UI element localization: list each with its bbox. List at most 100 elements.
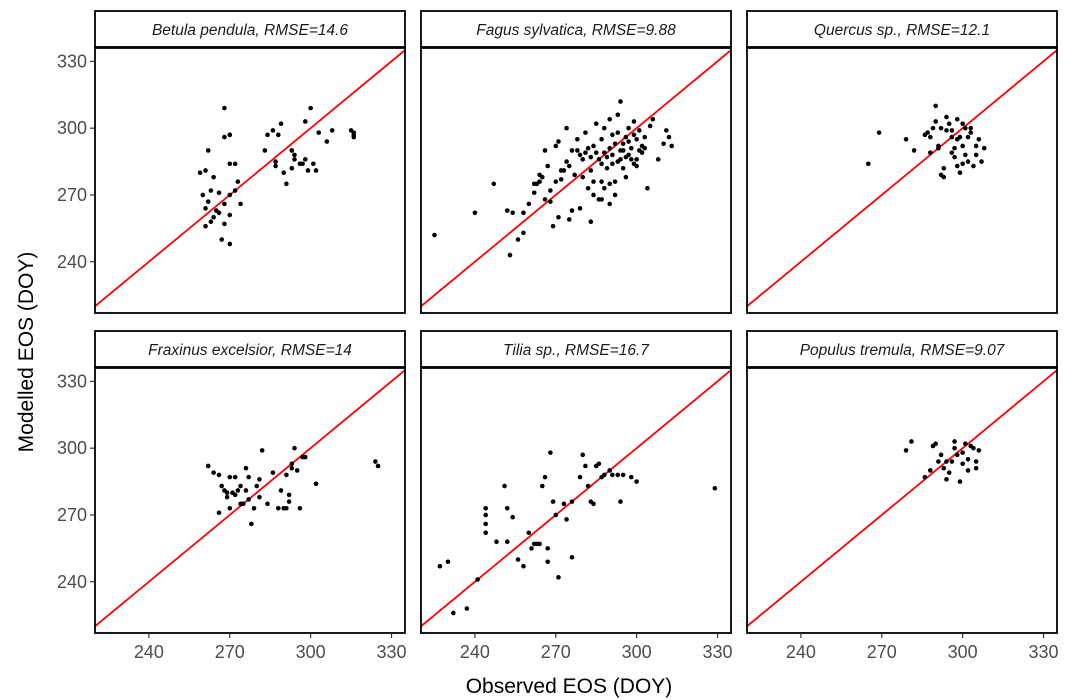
panel-frame	[94, 367, 406, 634]
x-tick-label: 330	[1028, 642, 1058, 662]
data-point	[556, 575, 561, 580]
data-point	[566, 217, 572, 222]
data-point	[591, 179, 596, 184]
data-point	[580, 452, 586, 458]
data-point	[227, 192, 233, 198]
data-point	[936, 145, 941, 151]
data-point	[588, 219, 594, 224]
data-point	[973, 459, 979, 464]
data-point	[294, 468, 300, 473]
data-point	[607, 468, 612, 473]
data-point	[928, 134, 933, 140]
data-point	[553, 143, 559, 149]
data-point	[504, 208, 510, 213]
data-point	[521, 563, 526, 569]
facet-title: Tilia sp., RMSE=16.7	[503, 342, 650, 359]
data-point	[540, 174, 545, 180]
data-point	[375, 463, 381, 469]
data-point	[281, 170, 286, 176]
data-point	[292, 157, 297, 162]
y-tick-label: 270	[57, 185, 87, 205]
x-axis-title: Observed EOS (DOY)	[466, 675, 673, 698]
facet-panel: Fraxinus excelsior, RMSE=14 240 270 300 330 2…	[57, 330, 407, 662]
data-point	[313, 481, 319, 487]
data-point	[615, 112, 621, 118]
data-point	[954, 452, 960, 458]
reference-line	[95, 49, 405, 308]
data-point	[254, 483, 260, 489]
data-point	[483, 512, 488, 518]
data-point	[944, 114, 949, 120]
data-point	[628, 157, 634, 162]
data-point	[569, 148, 575, 153]
y-tick-label: 240	[57, 252, 87, 272]
data-point	[981, 145, 987, 151]
facet-title: Populus tremula, RMSE=9.07	[800, 342, 1006, 359]
data-point	[216, 190, 222, 196]
data-point	[615, 159, 621, 164]
data-point	[529, 546, 534, 551]
data-point	[208, 188, 214, 193]
data-point	[270, 470, 276, 475]
data-point	[954, 137, 960, 142]
data-point	[572, 172, 577, 178]
data-point	[308, 105, 313, 111]
data-point	[561, 168, 567, 173]
data-point	[300, 161, 305, 167]
data-point	[968, 125, 974, 131]
data-point	[933, 119, 938, 124]
data-point	[607, 145, 612, 151]
data-point	[604, 165, 610, 171]
reference-line	[747, 369, 1057, 628]
data-point	[219, 483, 224, 489]
x-tick-label: 300	[948, 642, 978, 662]
data-point	[583, 130, 588, 135]
data-point	[227, 161, 233, 167]
data-point	[504, 539, 510, 544]
panel-frame	[420, 367, 732, 634]
data-point	[302, 157, 308, 162]
data-point	[628, 145, 634, 151]
data-point	[483, 521, 488, 527]
data-point	[278, 121, 284, 127]
data-point	[222, 105, 227, 111]
data-point	[222, 221, 227, 227]
data-point	[200, 192, 206, 198]
data-point	[949, 459, 955, 464]
data-point	[558, 177, 564, 182]
data-point	[475, 577, 480, 582]
facet-strip	[94, 330, 406, 368]
data-point	[610, 161, 615, 167]
data-point	[550, 223, 556, 229]
data-point	[909, 439, 914, 444]
x-tick-label: 270	[215, 642, 245, 662]
data-point	[666, 134, 672, 140]
data-point	[284, 505, 289, 511]
y-tick-label: 330	[57, 51, 87, 71]
data-point	[222, 134, 227, 140]
facet-panel: Betula pendula, RMSE=14.6 240 270 300 330	[57, 10, 406, 314]
data-point	[607, 181, 612, 187]
data-point	[607, 116, 612, 122]
data-point	[960, 161, 965, 167]
data-point	[941, 465, 947, 471]
data-point	[542, 474, 548, 480]
reference-line	[747, 49, 1057, 308]
data-point	[203, 168, 208, 173]
data-point	[585, 483, 591, 489]
x-tick-label: 240	[134, 642, 164, 662]
data-point	[593, 150, 599, 155]
data-point	[494, 539, 499, 544]
data-point	[545, 163, 550, 169]
data-point	[205, 463, 211, 469]
data-point	[289, 148, 295, 153]
data-point	[973, 465, 979, 471]
panel-content	[421, 49, 731, 308]
data-point	[556, 214, 561, 220]
data-point	[602, 150, 607, 155]
data-point	[526, 530, 532, 536]
panel-content	[421, 369, 731, 628]
data-point	[351, 134, 357, 140]
facet-title: Quercus sp., RMSE=12.1	[814, 22, 990, 39]
data-point	[661, 141, 666, 147]
